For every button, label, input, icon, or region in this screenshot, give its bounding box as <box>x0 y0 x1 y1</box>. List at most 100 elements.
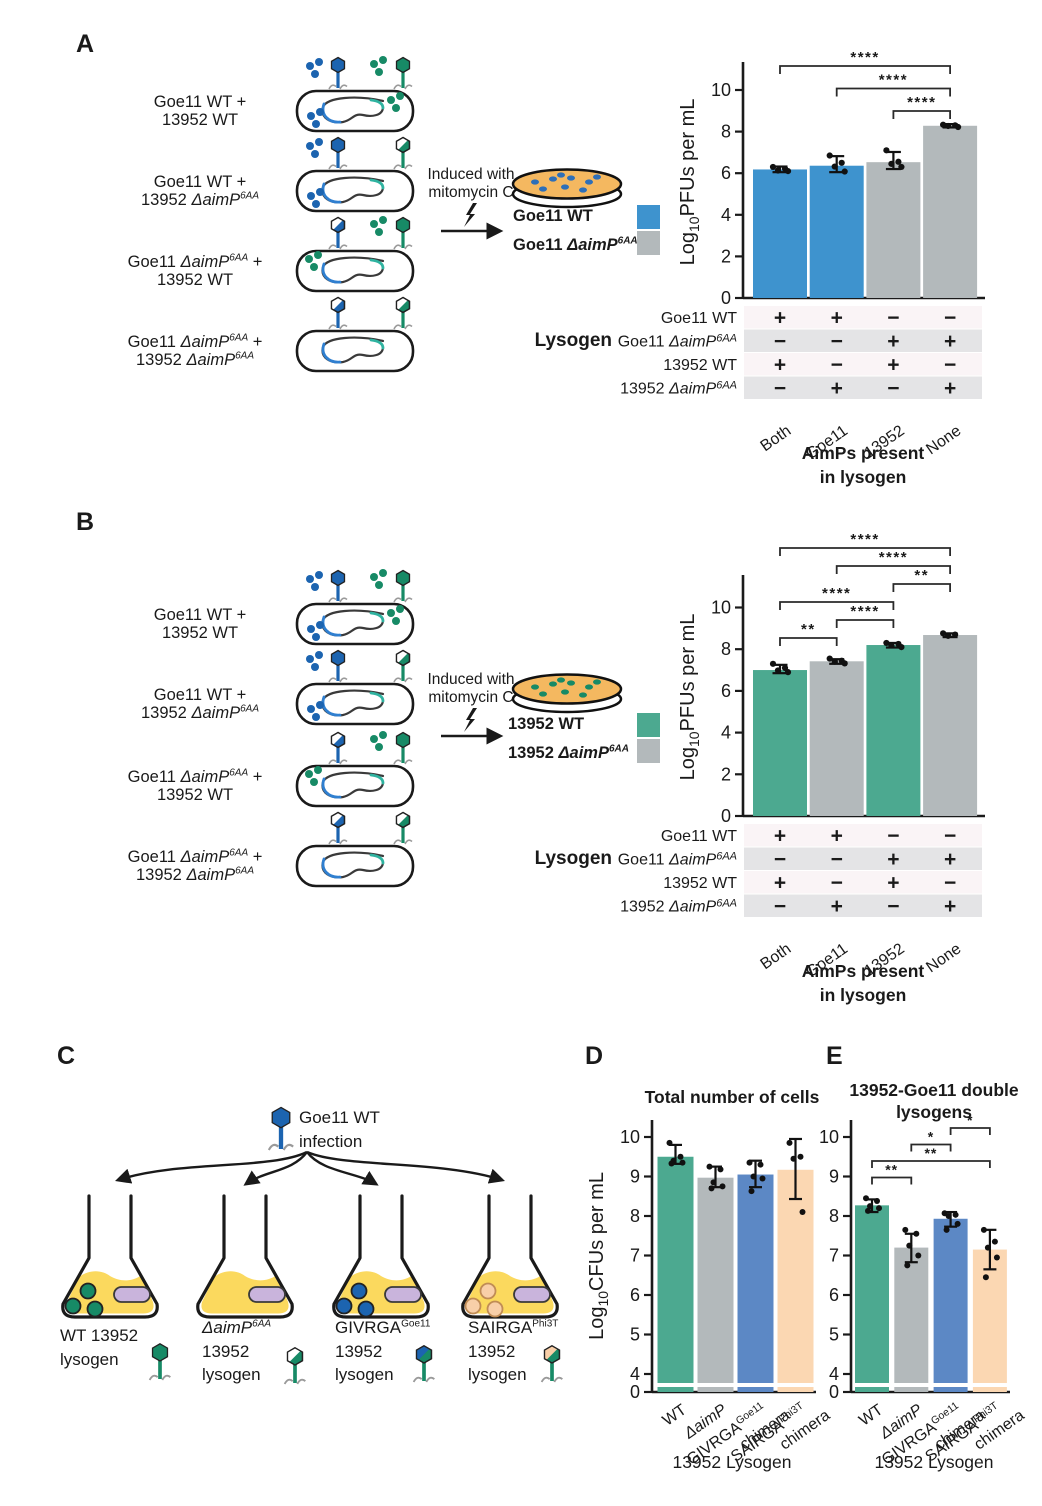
a-row-2-label: Goe11 WT + 13952 ΔaimP6AA <box>140 173 260 209</box>
svg-text:6: 6 <box>630 1285 640 1305</box>
svg-text:+: + <box>944 377 956 400</box>
a-row-1-label: Goe11 WT + 13952 WT <box>153 93 247 129</box>
svg-text:****: **** <box>822 585 851 602</box>
svg-text:Log10PFUs per mL: Log10PFUs per mL <box>677 99 702 266</box>
svg-text:4: 4 <box>829 1364 839 1384</box>
svg-text:0: 0 <box>721 288 731 308</box>
svg-text:Total number of cells: Total number of cells <box>645 1087 820 1107</box>
svg-text:+: + <box>831 895 843 918</box>
svg-text:6: 6 <box>721 163 731 183</box>
svg-text:+: + <box>831 825 843 848</box>
panel-a-label: A <box>76 30 95 58</box>
svg-text:5: 5 <box>630 1325 640 1345</box>
svg-text:lysogens: lysogens <box>896 1102 972 1122</box>
svg-text:13952-Goe11 double: 13952-Goe11 double <box>849 1080 1019 1100</box>
svg-text:13952 WT: 13952 WT <box>663 357 737 374</box>
svg-text:−: − <box>774 895 786 918</box>
svg-text:−: − <box>831 354 843 377</box>
svg-text:*: * <box>928 1129 934 1145</box>
b-row-4-label: Goe11 ΔaimP6AA + 13952 ΔaimP6AA <box>127 847 263 884</box>
svg-text:8: 8 <box>721 639 731 659</box>
svg-text:−: − <box>774 330 786 353</box>
svg-text:**: ** <box>801 621 816 638</box>
svg-text:****: **** <box>879 72 908 89</box>
svg-text:13952 ΔaimP6AA: 13952 ΔaimP6AA <box>620 380 737 398</box>
svg-text:+: + <box>944 330 956 353</box>
b-legend-13952-delta-aimp: 13952 ΔaimP6AA <box>508 743 629 762</box>
svg-text:+: + <box>887 354 899 377</box>
svg-text:13952 Lysogen: 13952 Lysogen <box>874 1452 993 1472</box>
svg-text:10: 10 <box>819 1127 839 1147</box>
svg-text:+: + <box>831 377 843 400</box>
svg-text:4: 4 <box>630 1364 640 1384</box>
svg-text:in lysogen: in lysogen <box>820 985 907 1005</box>
svg-text:+: + <box>774 825 786 848</box>
b-legend-13952-wt: 13952 WT <box>508 715 585 733</box>
svg-text:Goe11 ΔaimP6AA: Goe11 ΔaimP6AA <box>618 851 737 869</box>
svg-text:+: + <box>774 307 786 330</box>
a-induction-label: Induced with mitomycin C <box>427 166 515 201</box>
svg-text:2: 2 <box>721 764 731 784</box>
svg-text:+: + <box>831 307 843 330</box>
svg-text:Lysogen: Lysogen <box>535 848 612 869</box>
svg-text:−: − <box>944 872 956 895</box>
b-row-2-label: Goe11 WT + 13952 ΔaimP6AA <box>140 686 260 722</box>
svg-text:−: − <box>944 354 956 377</box>
svg-text:+: + <box>944 848 956 871</box>
svg-text:−: − <box>887 377 899 400</box>
svg-text:−: − <box>944 307 956 330</box>
b-row-3-label: Goe11 ΔaimP6AA + 13952 WT <box>127 767 263 804</box>
svg-text:Goe11 ΔaimP6AA: Goe11 ΔaimP6AA <box>618 333 737 351</box>
svg-text:AimPs present: AimPs present <box>802 961 925 981</box>
b-row-1-label: Goe11 WT + 13952 WT <box>153 606 247 642</box>
svg-text:2: 2 <box>721 246 731 266</box>
svg-text:**: ** <box>914 567 929 584</box>
svg-text:Lysogen: Lysogen <box>535 330 612 351</box>
panel-b-label: B <box>76 508 95 536</box>
b-induction-label: Induced with mitomycin C <box>427 671 515 706</box>
svg-text:+: + <box>774 354 786 377</box>
svg-text:−: − <box>774 377 786 400</box>
svg-text:−: − <box>831 848 843 871</box>
svg-text:10: 10 <box>711 598 731 618</box>
svg-text:13952 Lysogen: 13952 Lysogen <box>672 1452 791 1472</box>
svg-text:Goe11 WT: Goe11 WT <box>661 828 737 845</box>
panel-c-label: C <box>57 1042 76 1070</box>
svg-text:7: 7 <box>630 1246 640 1266</box>
svg-text:****: **** <box>907 94 936 111</box>
svg-text:Log10PFUs per mL: Log10PFUs per mL <box>677 614 702 781</box>
panel-e-label: E <box>826 1042 843 1070</box>
svg-text:**: ** <box>924 1145 937 1161</box>
svg-text:10: 10 <box>620 1127 640 1147</box>
a-legend-goe11-delta-aimp: Goe11 ΔaimP6AA <box>513 235 638 254</box>
svg-text:****: **** <box>879 549 908 566</box>
panel-d-label: D <box>585 1042 604 1070</box>
svg-text:4: 4 <box>721 205 731 225</box>
svg-text:AimPs present: AimPs present <box>802 443 925 463</box>
svg-text:in lysogen: in lysogen <box>820 467 907 487</box>
svg-text:10: 10 <box>711 80 731 100</box>
c-flask-3-label: GIVRGAGoe11 13952 lysogen <box>335 1318 431 1384</box>
svg-text:4: 4 <box>721 723 731 743</box>
svg-text:−: − <box>774 848 786 871</box>
svg-text:0: 0 <box>829 1382 839 1402</box>
svg-text:+: + <box>944 895 956 918</box>
svg-text:+: + <box>887 872 899 895</box>
svg-text:8: 8 <box>829 1206 839 1226</box>
svg-text:****: **** <box>850 603 879 620</box>
svg-text:7: 7 <box>829 1246 839 1266</box>
svg-text:−: − <box>831 330 843 353</box>
svg-text:Goe11 WT: Goe11 WT <box>661 310 737 327</box>
svg-text:13952 ΔaimP6AA: 13952 ΔaimP6AA <box>620 898 737 916</box>
svg-text:13952 WT: 13952 WT <box>663 875 737 892</box>
a-row-4-label: Goe11 ΔaimP6AA + 13952 ΔaimP6AA <box>127 332 263 369</box>
svg-text:0: 0 <box>721 806 731 826</box>
svg-text:8: 8 <box>721 122 731 142</box>
svg-text:****: **** <box>850 531 879 548</box>
svg-text:6: 6 <box>721 681 731 701</box>
svg-text:None: None <box>923 422 964 458</box>
svg-text:Log10CFUs per mL: Log10CFUs per mL <box>586 1172 611 1340</box>
svg-text:6: 6 <box>829 1285 839 1305</box>
